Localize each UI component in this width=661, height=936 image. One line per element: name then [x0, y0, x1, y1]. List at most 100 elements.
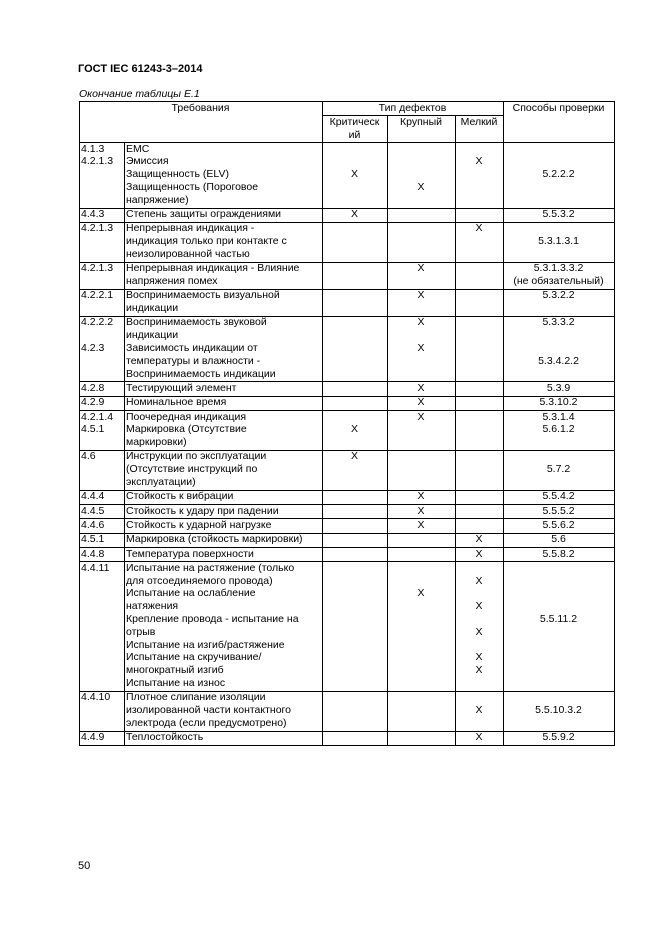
- cell-text: отрыв: [126, 625, 156, 638]
- defect-mark: X: [475, 664, 483, 677]
- column-header: Критическ: [329, 116, 380, 128]
- table-cell: [322, 547, 388, 563]
- cell-text: электрода (если предусмотрено): [126, 716, 287, 729]
- method-ref: 5.6: [551, 533, 566, 546]
- cell-text: 4.2.2.2: [81, 316, 114, 329]
- cell-text: Испытание на ослабление: [126, 587, 256, 600]
- cell-text: EMC: [126, 142, 150, 155]
- table-cell: [455, 449, 504, 491]
- method-ref: 5.5.5.2: [542, 504, 575, 517]
- cell-text: Испытание на скручивание/: [126, 651, 262, 664]
- table-cell: [503, 561, 615, 692]
- defect-mark: X: [475, 533, 483, 546]
- defect-mark: X: [350, 208, 358, 220]
- table-cell: [322, 561, 388, 692]
- cell-text: 4.4.5: [81, 504, 105, 517]
- method-ref: 5.3.2.2: [542, 289, 575, 302]
- doc-title: ГОСТ IEC 61243-3–2014: [78, 63, 203, 75]
- table-cell: [387, 547, 456, 563]
- cell-text: 4.2.1.3: [81, 155, 114, 168]
- column-header: Требования: [171, 101, 230, 114]
- cell-text: 4.2.1.3: [81, 262, 114, 275]
- cell-text: Испытание на изгиб/растяжение: [126, 638, 285, 651]
- method-ref: 5.5.11.2: [539, 613, 578, 625]
- cell-text: Маркировка (Отсутствие: [126, 423, 247, 436]
- defect-mark: X: [417, 342, 425, 354]
- cell-text: 4.4.3: [81, 208, 105, 220]
- cell-text: Степень защиты ограждениями: [126, 208, 282, 220]
- cell-text: эксплуатации): [126, 476, 196, 488]
- cell-text: Непрерывная индикация - Влияние: [126, 262, 300, 275]
- method-ref: 5.6.1.2: [542, 423, 575, 436]
- method-ref: 5.5.3.2: [542, 208, 575, 220]
- table-cell: [455, 410, 504, 451]
- cell-text: 4.4.10: [81, 691, 111, 704]
- table-caption: Окончание таблицы Е.1: [79, 88, 200, 100]
- defect-mark: X: [417, 381, 425, 394]
- table-cell: [387, 532, 456, 548]
- cell-text: температуры и влажности -: [126, 354, 261, 367]
- table-cell: [455, 142, 504, 209]
- table-cell: [455, 518, 504, 534]
- table-cell: [387, 561, 456, 692]
- cell-text: Тестирующий элемент: [126, 381, 237, 394]
- cell-text: изолированной части контактного: [126, 704, 291, 717]
- cell-text: 4.6: [81, 450, 96, 463]
- cell-text: натяжения: [126, 600, 179, 613]
- cell-text: напряжения помех: [126, 275, 218, 287]
- defect-mark: X: [417, 396, 425, 409]
- cell-text: Номинальное время: [126, 396, 227, 409]
- table-cell: [322, 690, 388, 732]
- method-ref: 5.3.1.4: [542, 410, 575, 423]
- page-number: 50: [78, 860, 91, 872]
- table-cell: [322, 395, 388, 411]
- table-cell: [455, 504, 504, 520]
- defect-mark: X: [475, 574, 483, 587]
- table-cell: [322, 532, 388, 548]
- table-cell: [387, 221, 456, 263]
- cell-text: 4.2.3: [81, 342, 105, 354]
- cell-text: 4.2.8: [81, 381, 105, 394]
- method-ref: 5.3.3.2: [542, 316, 575, 329]
- method-ref: 5.2.2.2: [542, 168, 575, 181]
- cell-text: Испытание на растяжение (только: [126, 561, 295, 574]
- table-cell: [322, 489, 388, 506]
- method-ref: 5.3.10.2: [539, 396, 578, 409]
- method-ref: 5.5.8.2: [542, 547, 575, 560]
- cell-text: (Отсутствие инструкций по: [126, 463, 258, 476]
- method-ref: 5.3.1.3.3.2: [533, 262, 584, 275]
- table-cell: [455, 288, 504, 317]
- cell-text: для отсоединяемого провода): [126, 574, 273, 587]
- table-cell: [322, 381, 388, 397]
- defect-mark: X: [350, 450, 358, 463]
- cell-text: Непрерывная индикация -: [126, 222, 255, 235]
- cell-text: Защищенность (Пороговое: [126, 180, 259, 193]
- table-cell: [455, 207, 504, 223]
- table-cell: [322, 261, 388, 290]
- method-ref: 5.5.10.3.2: [535, 704, 582, 717]
- defect-mark: X: [417, 518, 425, 531]
- cell-text: напряжение): [126, 193, 189, 206]
- table-cell: [322, 221, 388, 263]
- cell-text: Зависимость индикации от: [126, 342, 258, 354]
- defect-mark: X: [417, 490, 425, 503]
- table-cell: [455, 489, 504, 506]
- defect-mark: X: [475, 222, 483, 235]
- method-ref: 5.5.9.2: [542, 731, 575, 744]
- table-cell: [455, 315, 504, 383]
- table-cell: [322, 730, 388, 746]
- method-ref: (не обязательный): [513, 275, 604, 287]
- cell-text: Инструкции по эксплуатации: [126, 450, 267, 463]
- defect-mark: X: [417, 504, 425, 517]
- defect-mark: X: [417, 316, 425, 329]
- defect-mark: X: [417, 587, 425, 600]
- cell-text: Воспринимаемость визуальной: [126, 289, 280, 302]
- method-ref: 5.3.9: [546, 381, 571, 394]
- table-cell: [79, 561, 125, 692]
- table-cell: [503, 730, 615, 746]
- cell-text: 4.4.4: [81, 490, 105, 503]
- table-cell: [455, 261, 504, 290]
- table-cell: [455, 395, 504, 411]
- method-ref: 5.7.2: [546, 463, 571, 476]
- cell-text: 4.4.11: [81, 561, 110, 574]
